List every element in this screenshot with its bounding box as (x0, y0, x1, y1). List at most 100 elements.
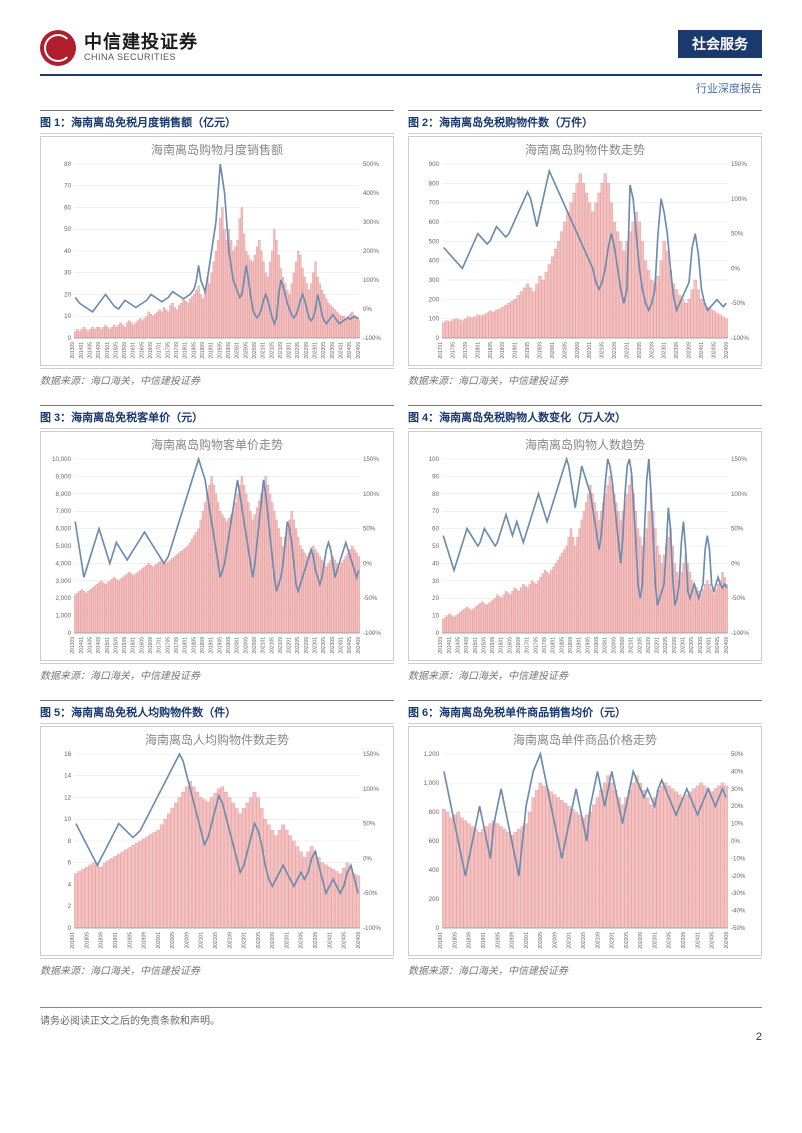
svg-text:202409: 202409 (356, 342, 362, 359)
logo-text-en: CHINA SECURITIES (84, 53, 198, 63)
svg-text:201709: 201709 (542, 637, 548, 654)
chart-cell-2: 图 2：海南离岛免税购物件数（万件） 海南离岛购物件数走势 0100200300… (408, 110, 762, 387)
svg-text:8,000: 8,000 (56, 491, 72, 498)
svg-text:6,000: 6,000 (56, 526, 72, 533)
svg-text:202301: 202301 (313, 637, 319, 654)
chart-source: 数据来源：海口海关，中信建投证券 (408, 368, 762, 387)
svg-text:40: 40 (432, 560, 440, 567)
svg-text:50%: 50% (731, 751, 744, 758)
svg-text:201805: 201805 (559, 637, 565, 654)
svg-text:40%: 40% (731, 768, 744, 775)
svg-text:100%: 100% (363, 786, 379, 793)
svg-text:202401: 202401 (338, 637, 344, 654)
svg-text:70: 70 (64, 183, 72, 190)
svg-text:-30%: -30% (731, 890, 746, 897)
svg-text:201909: 201909 (509, 932, 515, 949)
svg-text:202001: 202001 (156, 932, 162, 949)
svg-text:201509: 201509 (122, 342, 128, 359)
chart-caption: 图 1：海南离岛免税月度销售额（亿元） (40, 110, 394, 134)
svg-text:201801: 201801 (183, 637, 189, 654)
svg-text:201509: 201509 (490, 637, 496, 654)
svg-text:202101: 202101 (199, 932, 205, 949)
svg-text:400: 400 (429, 867, 440, 874)
svg-text:0%: 0% (363, 306, 373, 313)
svg-text:150%: 150% (731, 456, 747, 463)
svg-text:0: 0 (436, 335, 440, 342)
svg-text:201901: 201901 (209, 637, 215, 654)
svg-text:201609: 201609 (148, 342, 154, 359)
svg-text:201801: 201801 (183, 342, 189, 359)
svg-text:0%: 0% (731, 265, 741, 272)
svg-text:201505: 201505 (481, 637, 487, 654)
svg-text:201909: 201909 (226, 637, 232, 654)
svg-text:201501: 201501 (105, 342, 111, 359)
svg-text:202209: 202209 (638, 932, 644, 949)
svg-text:202205: 202205 (663, 637, 669, 654)
svg-text:2,000: 2,000 (56, 595, 72, 602)
svg-text:-40%: -40% (731, 908, 746, 915)
chart-source: 数据来源：海口海关，中信建投证券 (408, 663, 762, 682)
svg-text:100: 100 (429, 316, 440, 323)
svg-text:100%: 100% (731, 491, 747, 498)
svg-text:202009: 202009 (252, 637, 258, 654)
svg-text:202309: 202309 (330, 637, 336, 654)
svg-text:1,200: 1,200 (424, 751, 440, 758)
svg-text:201801: 201801 (551, 637, 557, 654)
svg-text:201705: 201705 (533, 637, 539, 654)
svg-text:-50%: -50% (363, 890, 378, 897)
chart-cell-4: 图 4：海南离岛免税购物人数变化（万人次） 海南离岛购物人数趋势 0102030… (408, 405, 762, 682)
chart-inner-title: 海南离岛购物件数走势 (409, 137, 761, 158)
logo-text-cn: 中信建投证券 (84, 33, 198, 53)
svg-text:1,000: 1,000 (424, 780, 440, 787)
svg-text:202305: 202305 (299, 932, 305, 949)
svg-text:100%: 100% (363, 277, 379, 284)
svg-text:202401: 202401 (706, 637, 712, 654)
svg-text:60: 60 (64, 205, 72, 212)
svg-text:201905: 201905 (127, 932, 133, 949)
svg-text:202105: 202105 (600, 342, 606, 359)
svg-text:202205: 202205 (624, 932, 630, 949)
svg-text:202009: 202009 (184, 932, 190, 949)
svg-text:201701: 201701 (157, 637, 163, 654)
svg-text:202309: 202309 (687, 342, 693, 359)
svg-text:30: 30 (432, 578, 440, 585)
svg-text:202201: 202201 (287, 637, 293, 654)
svg-text:201905: 201905 (217, 637, 223, 654)
svg-text:80: 80 (64, 161, 72, 168)
svg-text:400: 400 (429, 258, 440, 265)
svg-text:8: 8 (68, 838, 72, 845)
svg-text:201509: 201509 (122, 637, 128, 654)
svg-text:60: 60 (432, 526, 440, 533)
chart-inner-title: 海南离岛购物人数趋势 (409, 432, 761, 453)
svg-text:202305: 202305 (321, 637, 327, 654)
chart-source: 数据来源：海口海关，中信建投证券 (408, 958, 762, 977)
svg-text:201405: 201405 (455, 637, 461, 654)
chart-box: 海南离岛购物客单价走势 01,0002,0003,0004,0005,0006,… (40, 431, 394, 661)
svg-text:202405: 202405 (715, 637, 721, 654)
svg-text:202401: 202401 (695, 932, 701, 949)
svg-text:202305: 202305 (689, 637, 695, 654)
svg-text:201909: 201909 (141, 932, 147, 949)
svg-text:-50%: -50% (731, 595, 746, 602)
svg-text:40: 40 (64, 248, 72, 255)
svg-text:201901: 201901 (513, 342, 519, 359)
svg-text:202001: 202001 (603, 637, 609, 654)
svg-text:202405: 202405 (710, 932, 716, 949)
svg-text:100%: 100% (731, 196, 747, 203)
svg-text:202409: 202409 (724, 932, 730, 949)
svg-text:202009: 202009 (252, 342, 258, 359)
svg-text:202201: 202201 (610, 932, 616, 949)
svg-text:201505: 201505 (113, 342, 119, 359)
svg-text:202005: 202005 (170, 932, 176, 949)
svg-text:201801: 201801 (438, 932, 444, 949)
svg-text:202105: 202105 (269, 342, 275, 359)
svg-text:201501: 201501 (473, 637, 479, 654)
svg-text:20: 20 (432, 595, 440, 602)
svg-text:202405: 202405 (347, 637, 353, 654)
svg-text:202205: 202205 (256, 932, 262, 949)
logo-icon (40, 30, 76, 66)
svg-text:202409: 202409 (356, 932, 362, 949)
svg-text:0: 0 (436, 630, 440, 637)
svg-text:10: 10 (432, 613, 440, 620)
svg-text:16: 16 (64, 751, 72, 758)
